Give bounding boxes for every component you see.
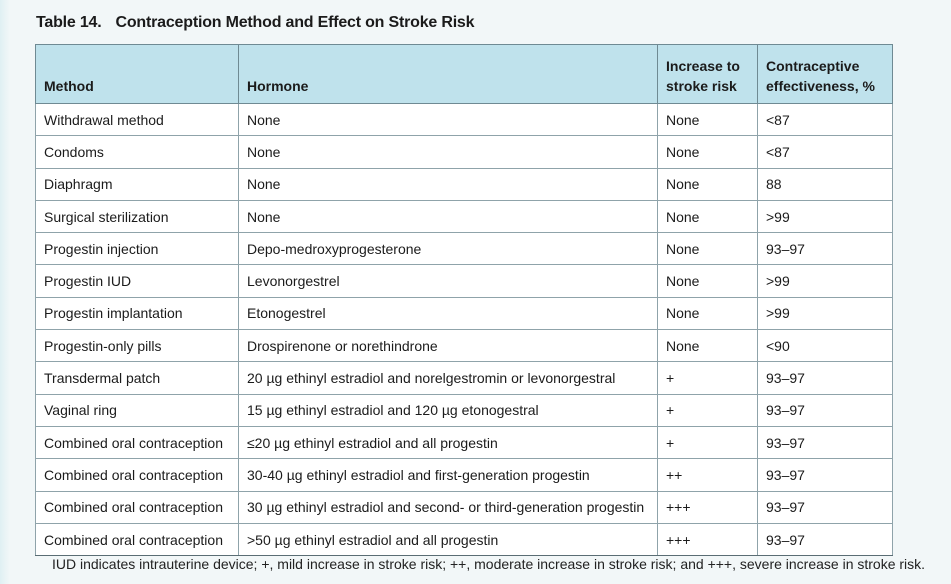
cell-hormone: Etonogestrel [238, 296, 658, 331]
header-eff-line1: Contraceptive [766, 58, 860, 74]
contraception-table: Method Hormone Increase to stroke risk C… [35, 44, 893, 557]
table-row: Transdermal patch 20 µg ethinyl estradio… [35, 361, 893, 395]
cell-risk: None [657, 135, 758, 169]
cell-risk: +++ [657, 490, 758, 524]
cell-method: Combined oral contraception [35, 490, 239, 524]
cell-effectiveness: 93–97 [757, 425, 893, 460]
cell-method: Combined oral contraception [35, 425, 239, 460]
cell-effectiveness: 93–97 [757, 458, 893, 492]
header-risk-line2: stroke risk [666, 78, 737, 94]
table-row: Progestin implantation Etonogestrel None… [35, 296, 893, 331]
cell-method: Condoms [35, 135, 239, 169]
cell-method: Progestin IUD [35, 264, 239, 298]
header-hormone: Hormone [238, 44, 658, 104]
cell-risk: None [657, 264, 758, 298]
cell-effectiveness: >99 [757, 199, 893, 234]
cell-risk: +++ [657, 522, 758, 557]
table-label: Table 14. [36, 14, 102, 31]
cell-effectiveness: 93–97 [757, 232, 893, 266]
cell-hormone: ≤20 µg ethinyl estradiol and all progest… [238, 425, 658, 460]
cell-effectiveness: >99 [757, 296, 893, 331]
cell-method: Surgical sterilization [35, 199, 239, 234]
cell-risk: None [657, 296, 758, 331]
table-caption: Table 14. Contraception Method and Effec… [36, 10, 475, 36]
cell-method: Transdermal patch [35, 361, 239, 395]
header-method: Method [35, 44, 239, 104]
cell-hormone: None [238, 199, 658, 234]
cell-risk: None [657, 232, 758, 266]
cell-hormone: Levonorgestrel [238, 264, 658, 298]
cell-method: Vaginal ring [35, 393, 239, 427]
cell-effectiveness: <87 [757, 102, 893, 137]
table-row: Combined oral contraception 30 µg ethiny… [35, 490, 893, 524]
cell-risk: None [657, 102, 758, 137]
cell-method: Progestin injection [35, 232, 239, 266]
cell-hormone: 15 µg ethinyl estradiol and 120 µg etono… [238, 393, 658, 427]
table-row: Progestin IUD Levonorgestrel None >99 [35, 264, 893, 298]
cell-hormone: >50 µg ethinyl estradiol and all progest… [238, 522, 658, 557]
cell-method: Combined oral contraception [35, 522, 239, 557]
table-footnote: IUD indicates intrauterine device; +, mi… [52, 556, 926, 572]
cell-risk: + [657, 393, 758, 427]
page-edge [0, 0, 10, 584]
table-row: Withdrawal method None None <87 [35, 102, 893, 137]
cell-hormone: Depo-medroxyprogesterone [238, 232, 658, 266]
cell-risk: ++ [657, 458, 758, 492]
cell-hormone: None [238, 135, 658, 169]
table-row: Combined oral contraception >50 µg ethin… [35, 522, 893, 557]
cell-method: Progestin implantation [35, 296, 239, 331]
cell-method: Withdrawal method [35, 102, 239, 137]
header-risk-line1: Increase to [666, 58, 740, 74]
header-effectiveness: Contraceptive effectiveness, % [757, 44, 893, 104]
cell-hormone: 20 µg ethinyl estradiol and norelgestrom… [238, 361, 658, 395]
cell-effectiveness: 93–97 [757, 361, 893, 395]
cell-hormone: None [238, 102, 658, 137]
cell-effectiveness: <90 [757, 329, 893, 363]
cell-hormone: Drospirenone or norethindrone [238, 329, 658, 363]
cell-risk: None [657, 167, 758, 201]
cell-method: Combined oral contraception [35, 458, 239, 492]
table-row: Combined oral contraception ≤20 µg ethin… [35, 425, 893, 460]
table-row: Progestin injection Depo-medroxyprogeste… [35, 232, 893, 266]
table-row: Vaginal ring 15 µg ethinyl estradiol and… [35, 393, 893, 427]
header-row: Method Hormone Increase to stroke risk C… [35, 44, 893, 104]
cell-effectiveness: 88 [757, 167, 893, 201]
cell-hormone: None [238, 167, 658, 201]
cell-effectiveness: <87 [757, 135, 893, 169]
table-row: Diaphragm None None 88 [35, 167, 893, 201]
table-row: Surgical sterilization None None >99 [35, 199, 893, 234]
table-row: Condoms None None <87 [35, 135, 893, 169]
cell-risk: + [657, 361, 758, 395]
table-title: Contraception Method and Effect on Strok… [115, 14, 475, 31]
cell-hormone: 30 µg ethinyl estradiol and second- or t… [238, 490, 658, 524]
header-eff-line2: effectiveness, % [766, 78, 875, 94]
cell-effectiveness: >99 [757, 264, 893, 298]
table-row: Progestin-only pills Drospirenone or nor… [35, 329, 893, 363]
cell-hormone: 30-40 µg ethinyl estradiol and first-gen… [238, 458, 658, 492]
header-stroke-risk: Increase to stroke risk [657, 44, 758, 104]
cell-method: Progestin-only pills [35, 329, 239, 363]
cell-risk: + [657, 425, 758, 460]
cell-effectiveness: 93–97 [757, 490, 893, 524]
cell-effectiveness: 93–97 [757, 393, 893, 427]
cell-effectiveness: 93–97 [757, 522, 893, 557]
cell-risk: None [657, 199, 758, 234]
cell-risk: None [657, 329, 758, 363]
table-row: Combined oral contraception 30-40 µg eth… [35, 458, 893, 492]
cell-method: Diaphragm [35, 167, 239, 201]
